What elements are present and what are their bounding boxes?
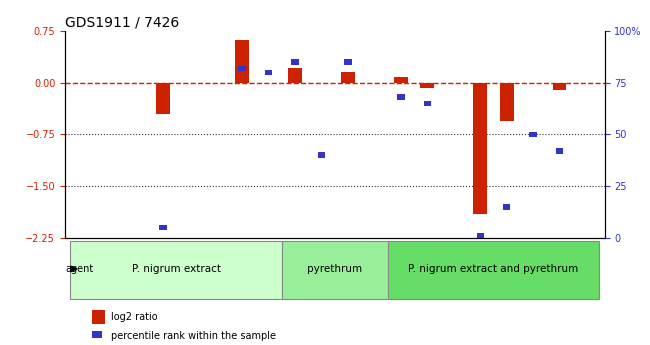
Bar — [341, 72, 355, 83]
FancyBboxPatch shape — [70, 241, 282, 299]
Bar — [421, 83, 434, 88]
Bar — [552, 83, 567, 90]
Bar — [265, 70, 272, 75]
Bar — [394, 77, 408, 83]
Bar — [239, 66, 246, 71]
Bar — [92, 310, 105, 324]
Text: GDS1911 / 7426: GDS1911 / 7426 — [65, 16, 179, 30]
Bar — [529, 132, 537, 137]
Bar — [288, 68, 302, 83]
FancyBboxPatch shape — [387, 241, 599, 299]
Bar — [556, 148, 564, 154]
Bar — [92, 331, 101, 342]
Bar — [473, 83, 487, 214]
Text: pyrethrum: pyrethrum — [307, 264, 362, 274]
Bar — [291, 59, 299, 65]
FancyBboxPatch shape — [282, 241, 387, 299]
Bar — [156, 83, 170, 114]
Text: P. nigrum extract and pyrethrum: P. nigrum extract and pyrethrum — [408, 264, 578, 274]
Bar — [318, 152, 325, 158]
Bar — [159, 225, 166, 230]
Bar — [500, 83, 514, 121]
Text: P. nigrum extract: P. nigrum extract — [131, 264, 220, 274]
Bar — [344, 59, 352, 65]
Text: agent: agent — [66, 264, 94, 274]
Bar — [235, 40, 249, 83]
Bar — [424, 101, 431, 106]
Bar — [503, 204, 510, 210]
Bar — [397, 95, 404, 100]
Text: percentile rank within the sample: percentile rank within the sample — [111, 331, 276, 341]
Bar — [476, 233, 484, 239]
Text: log2 ratio: log2 ratio — [111, 312, 157, 322]
